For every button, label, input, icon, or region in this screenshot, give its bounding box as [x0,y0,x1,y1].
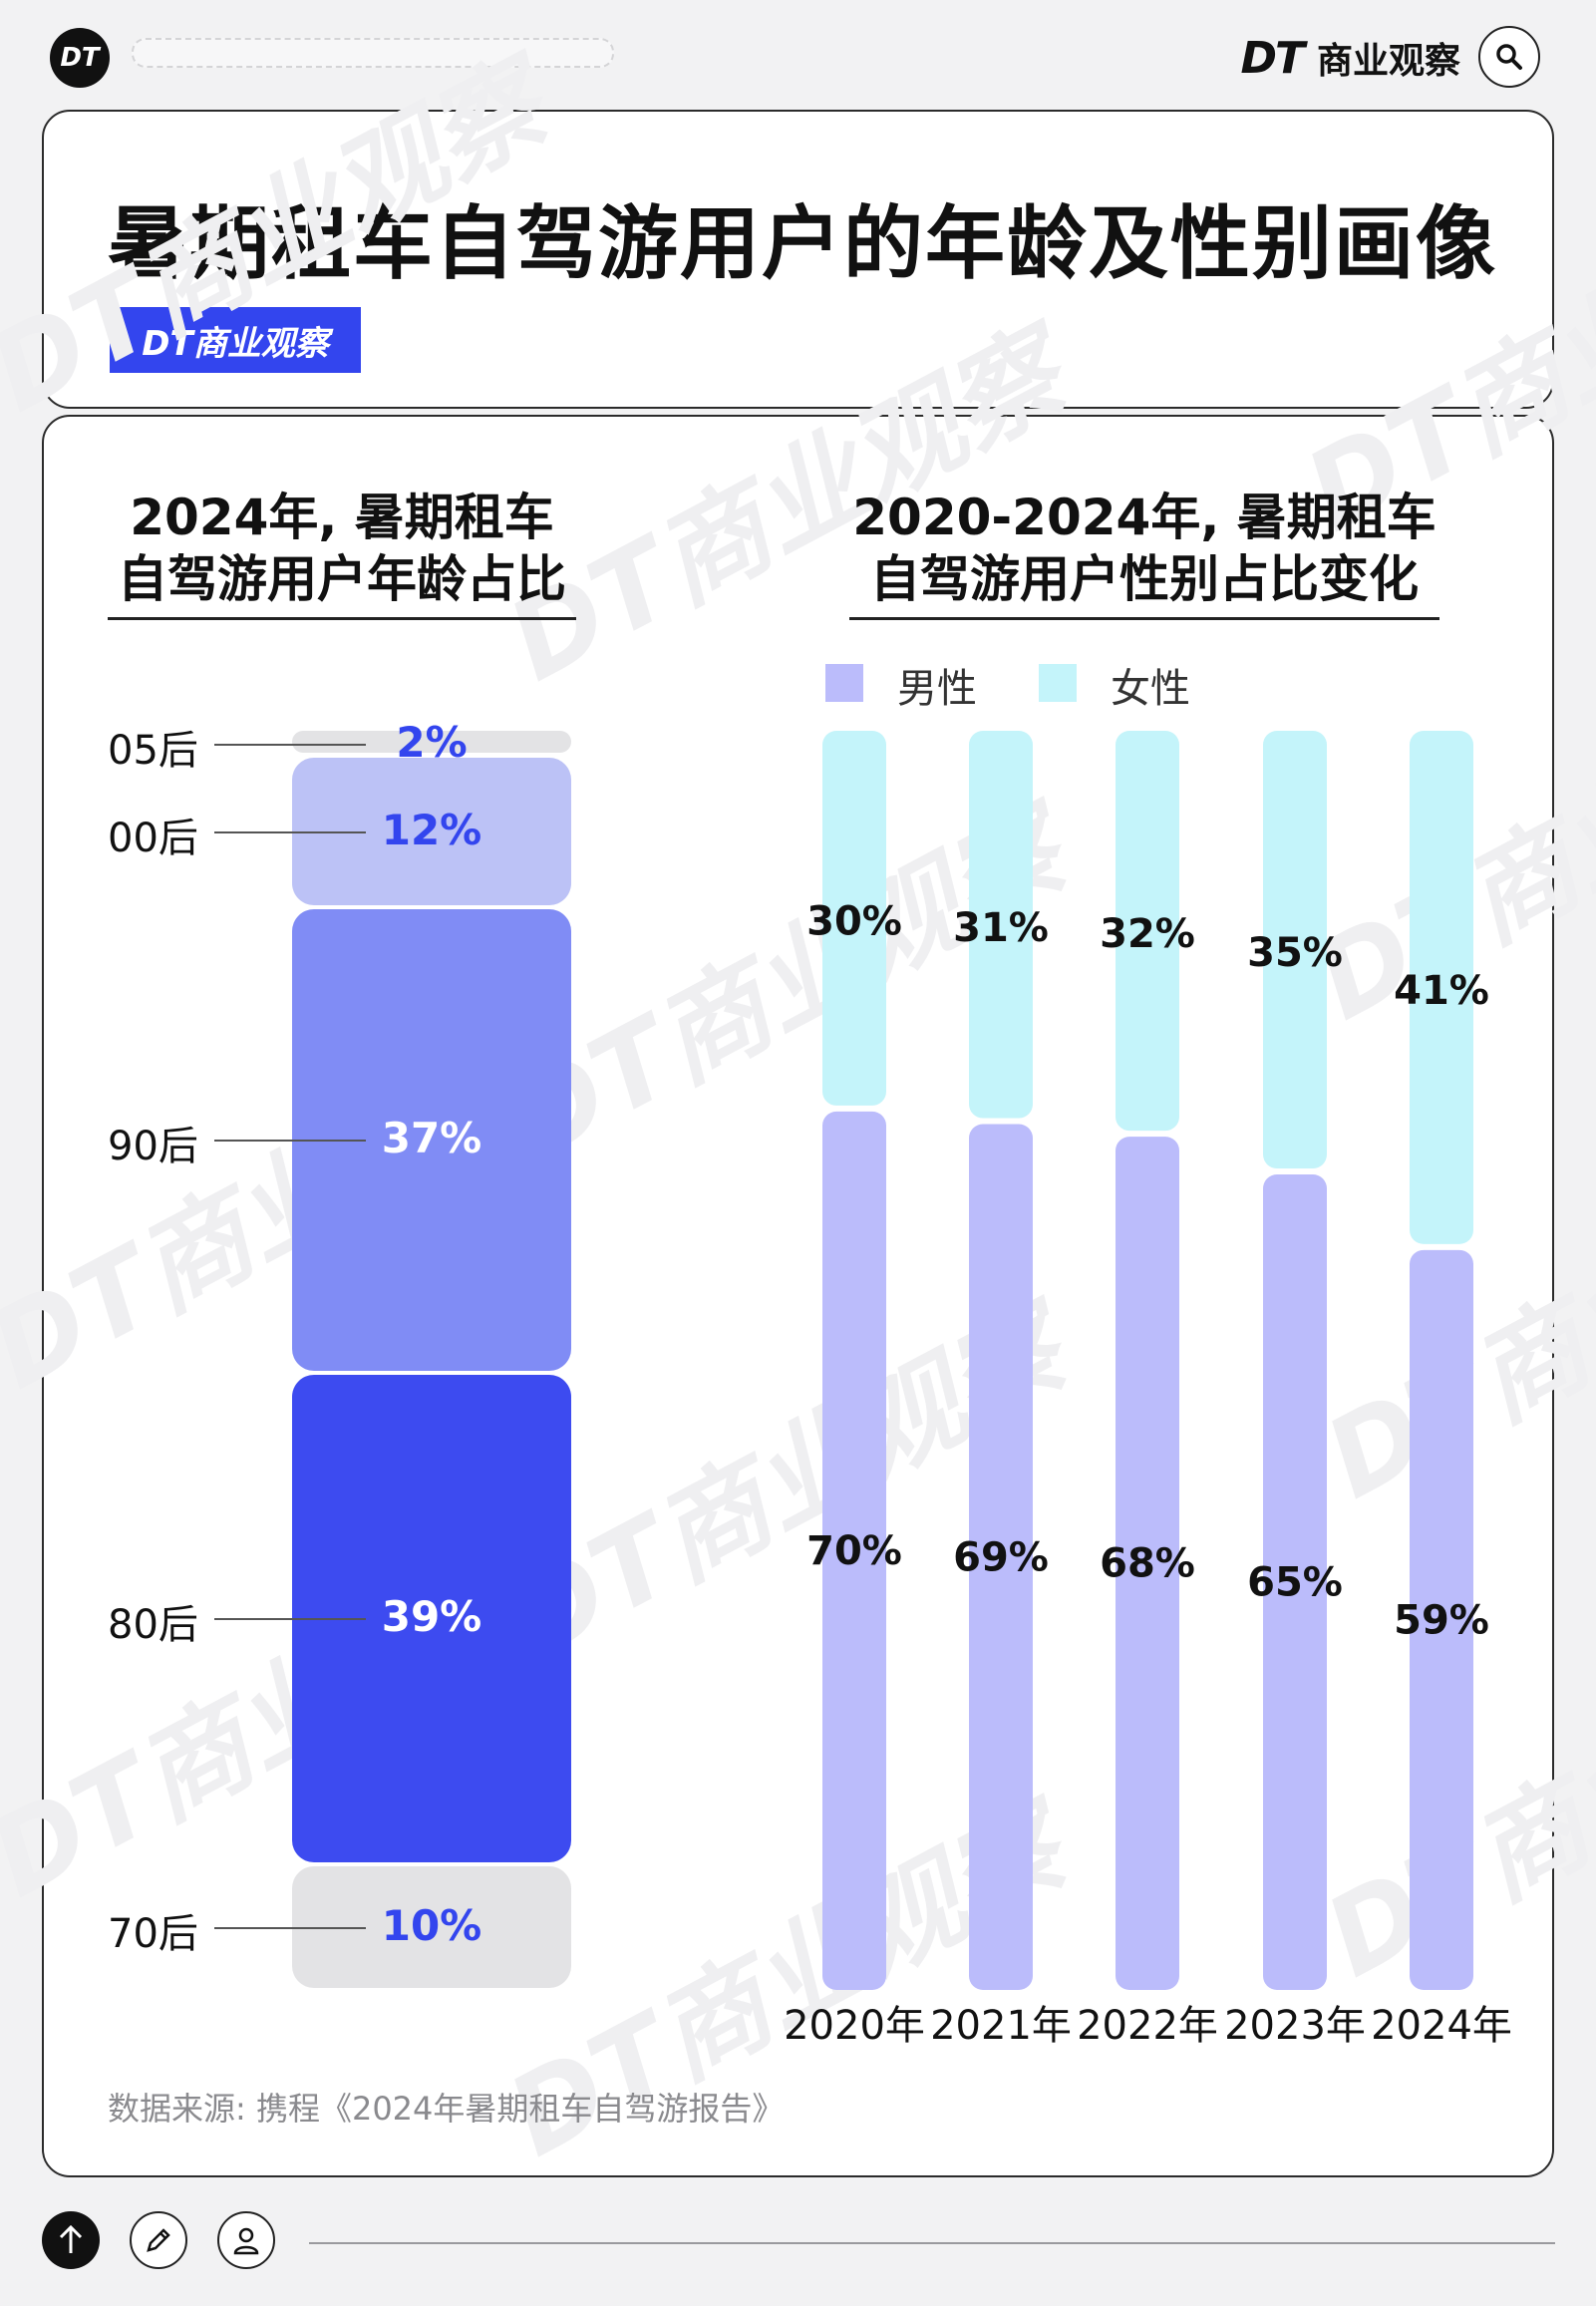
dt-logo[interactable]: DT [50,28,110,88]
male-value-label: 70% [806,1528,902,1574]
year-axis-label: 2020年 [784,2003,925,2049]
female-value-label: 30% [806,898,902,944]
age-bar-segment [292,731,571,753]
data-source-note: 数据来源: 携程《2024年暑期租车自驾游报告》 [108,2090,785,2128]
male-bar-segment [1116,1137,1179,1990]
age-value-label: 10% [381,1900,482,1950]
age-leader-line [214,831,366,834]
age-category-label: 90后 [108,1124,198,1170]
legend-label-female: 女性 [1111,666,1190,712]
legend-swatch-male [825,664,863,702]
legend-label-male: 男性 [897,666,977,712]
female-value-label: 41% [1394,968,1489,1014]
profile-button[interactable] [217,2211,275,2269]
year-axis-label: 2021年 [930,2003,1072,2049]
footer-divider [309,2242,1555,2244]
male-value-label: 68% [1100,1541,1195,1587]
arrow-up-icon [59,2224,83,2253]
left-title-line2: 自驾游用户年龄占比 [118,550,566,608]
search-button[interactable] [1478,26,1540,88]
age-value-label: 39% [381,1592,482,1642]
male-bar-segment [822,1111,886,1990]
right-title-line2: 自驾游用户性别占比变化 [870,550,1419,608]
edit-button[interactable] [130,2211,187,2269]
female-bar-segment [1116,731,1179,1132]
male-value-label: 59% [1394,1597,1489,1643]
age-leader-line [214,1926,366,1929]
age-leader-line [214,1618,366,1621]
female-value-label: 35% [1247,930,1343,976]
age-category-label: 00后 [108,816,198,862]
year-axis-label: 2023年 [1224,2003,1366,2049]
female-bar-segment [1410,731,1473,1244]
left-chart-title: 2024年, 暑期租车 自驾游用户年龄占比 [108,487,576,620]
female-value-label: 31% [953,905,1049,951]
right-chart-title: 2020-2024年, 暑期租车 自驾游用户性别占比变化 [849,487,1439,620]
female-bar-segment [1263,731,1327,1169]
pencil-icon [147,2228,170,2252]
brand-badge: DT商业观察 [110,307,361,373]
year-axis-label: 2024年 [1371,2003,1512,2049]
age-category-label: 05后 [108,727,198,774]
female-value-label: 32% [1100,911,1195,957]
page-title: 暑期租车自驾游用户的年龄及性别画像 [108,197,1497,290]
user-icon [233,2227,259,2255]
right-title-underline [849,617,1439,620]
search-icon [1496,44,1522,70]
left-title-line1: 2024年, 暑期租车 [130,489,554,546]
scroll-top-button[interactable] [42,2211,100,2269]
left-title-underline [108,617,576,620]
year-axis-label: 2022年 [1077,2003,1218,2049]
age-bar-segment [292,1865,571,1988]
male-value-label: 65% [1247,1560,1343,1606]
age-bar-segment [292,908,571,1372]
male-value-label: 69% [953,1534,1049,1580]
age-category-label: 80后 [108,1602,198,1649]
male-bar-segment [1263,1174,1327,1990]
age-value-label: 12% [381,806,482,855]
female-bar-segment [969,731,1033,1119]
legend-swatch-female [1039,664,1077,702]
age-value-label: 37% [381,1114,482,1163]
right-title-line1: 2020-2024年, 暑期租车 [852,489,1436,546]
age-leader-line [214,1140,366,1143]
age-bar-segment [292,758,571,905]
brand-name: 商业观察 [1316,41,1460,82]
female-bar-segment [822,731,886,1106]
brand-header: DT 商业观察 [1240,30,1460,86]
male-bar-segment [1410,1249,1473,1990]
brand-dt-mark: DT [1240,32,1305,84]
age-leader-line [214,743,366,746]
address-bar[interactable] [132,38,614,68]
male-bar-segment [969,1124,1033,1990]
age-category-label: 70后 [108,1910,198,1957]
